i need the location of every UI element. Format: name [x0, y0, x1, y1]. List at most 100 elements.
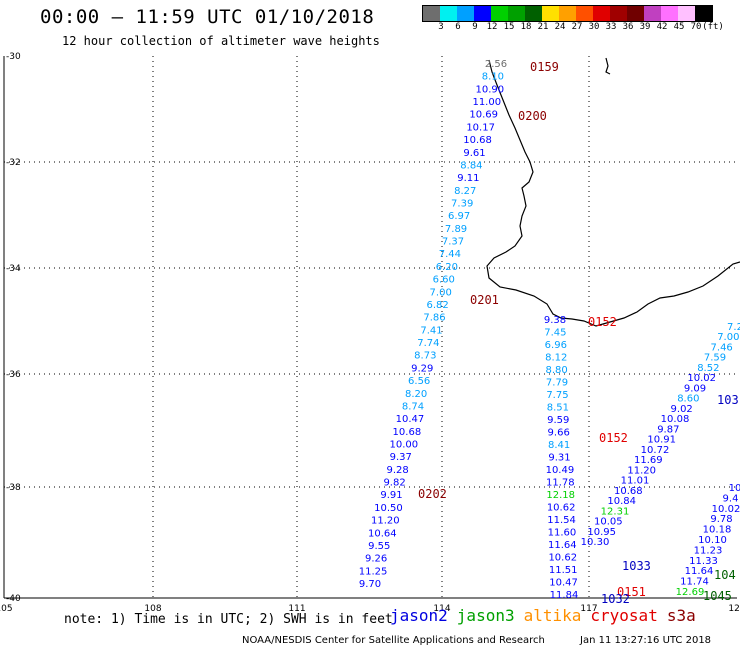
wave-height-value: 8.60 — [677, 394, 699, 405]
credit-line: NOAA/NESDIS Center for Satellite Applica… — [242, 635, 545, 646]
color-scale-tick: 27 — [571, 22, 583, 32]
pass-time-label: 104 — [714, 568, 736, 582]
color-swatch — [457, 6, 474, 21]
wave-height-value: 9.70 — [359, 579, 381, 590]
pass-time-label: 1032 — [601, 592, 630, 606]
timestamp: Jan 11 13:27:16 UTC 2018 — [580, 635, 712, 646]
wave-height-value: 6.20 — [436, 262, 458, 273]
wave-height-value: 11.23 — [694, 545, 723, 556]
color-scale-tick: 30 — [588, 22, 600, 32]
color-scale-tick: 6 — [455, 22, 461, 32]
wave-height-value: 6.82 — [426, 300, 448, 311]
wave-height-value: 10.49 — [546, 465, 575, 476]
wave-height-value: 7.37 — [442, 237, 464, 248]
color-swatch — [576, 6, 593, 21]
color-swatch — [423, 6, 440, 21]
wave-height-value: 10.50 — [374, 503, 403, 514]
wave-height-value: 8.84 — [460, 160, 482, 171]
color-scale-tick: 9 — [472, 22, 478, 32]
wave-height-value: 10.68 — [393, 427, 422, 438]
altimeter-tracks: 2.568.1010.9011.0010.6910.1710.689.618.8… — [359, 59, 740, 601]
wave-height-value: 7.59 — [704, 353, 726, 364]
wave-height-value: 9.91 — [380, 490, 402, 501]
wave-height-value: 8.41 — [548, 440, 570, 451]
wave-height-value: 9.28 — [387, 465, 409, 476]
coastline-fragment — [605, 57, 611, 75]
color-swatch — [559, 6, 576, 21]
wave-height-value: 9.59 — [547, 415, 569, 426]
wave-height-value: 9.87 — [657, 424, 679, 435]
wave-height-value: 10.64 — [368, 528, 397, 539]
wave-height-value: 7.74 — [417, 338, 439, 349]
wave-height-value: 10.62 — [548, 553, 577, 564]
color-swatch — [593, 6, 610, 21]
color-swatch — [508, 6, 525, 21]
color-scale-tick: 12 — [486, 22, 498, 32]
color-scale-bar — [422, 5, 713, 22]
wave-height-value: 7.79 — [546, 378, 568, 389]
wave-height-value: 8.52 — [697, 363, 719, 374]
wave-height-value: 7.00 — [430, 287, 452, 298]
pass-time-label: 0151 — [617, 585, 646, 599]
pass-time-label: 1033 — [622, 559, 651, 573]
wave-height-value: 8.10 — [482, 72, 504, 83]
longitude-label: 105 — [0, 604, 13, 614]
wave-height-value: 6.97 — [448, 211, 470, 222]
wave-height-value: 7.89 — [445, 224, 467, 235]
pass-time-label: 0200 — [518, 109, 547, 123]
color-swatch — [474, 6, 491, 21]
satellite-legend: jason2 jason3 altika cryosat s3a — [390, 606, 705, 625]
wave-height-value: 9.66 — [548, 428, 570, 439]
color-scale-tick: 15 — [503, 22, 515, 32]
wave-height-value: 9.26 — [365, 554, 387, 565]
wave-height-value: 11.64 — [548, 540, 577, 551]
wave-height-value: 9.78 — [710, 514, 732, 525]
color-swatch — [678, 6, 695, 21]
color-scale-tick: 3 — [438, 22, 444, 32]
longitude-label: 120 — [728, 604, 740, 614]
legend-entry: jason3 — [456, 606, 515, 625]
wave-height-value: 10.62 — [547, 503, 576, 514]
wave-height-value: 12.69 — [676, 587, 705, 598]
wave-height-value: 10.08 — [661, 414, 690, 425]
wave-height-value: 10.02 — [687, 373, 716, 384]
legend-entry: s3a — [666, 606, 696, 625]
wave-height-value: 8.74 — [402, 401, 424, 412]
latitude-label: -34 — [6, 264, 21, 274]
latitude-label: -36 — [6, 370, 21, 380]
wave-height-value: 7.44 — [439, 249, 461, 260]
wave-height-value: 9.61 — [463, 148, 485, 159]
coastline — [486, 59, 740, 327]
wave-height-value: 6.60 — [433, 275, 455, 286]
wave-height-value: 7.39 — [451, 199, 473, 210]
latitude-label: -30 — [6, 52, 21, 62]
color-swatch — [491, 6, 508, 21]
wave-height-value: 12.18 — [546, 490, 575, 501]
latitude-label: -40 — [6, 594, 21, 604]
wave-height-value: 7.2 — [727, 322, 740, 333]
wave-height-value: 10.47 — [549, 578, 578, 589]
wave-height-value: 10.00 — [389, 439, 418, 450]
color-scale-tick: (ft) — [702, 22, 724, 32]
color-scale-tick: 33 — [605, 22, 617, 32]
wave-height-value: 7.86 — [423, 313, 445, 324]
wave-height-value: 8.73 — [414, 351, 436, 362]
wave-height-value: 9.29 — [411, 363, 433, 374]
pass-time-label: 0159 — [530, 60, 559, 74]
color-swatch — [542, 6, 559, 21]
wave-height-value: 11.54 — [547, 515, 576, 526]
color-scale-labels: 3 6 9 12 15 18 21 24 27 30 33 36 39 42 45 70 (ft) — [422, 22, 740, 34]
wave-height-value: 8.12 — [545, 353, 567, 364]
wave-height-value: 10.47 — [396, 414, 425, 425]
color-scale-tick: 24 — [554, 22, 566, 32]
chart-title: 00:00 – 11:59 UTC 01/10/2018 — [40, 6, 375, 28]
color-swatch — [695, 6, 712, 21]
longitude-label: 111 — [288, 604, 305, 614]
wave-height-value: 9.55 — [368, 541, 390, 552]
latitude-label: -32 — [6, 158, 21, 168]
color-swatch — [610, 6, 627, 21]
longitude-label: 117 — [580, 604, 597, 614]
wave-height-value: 11.25 — [359, 566, 388, 577]
wave-height-value: 8.27 — [454, 186, 476, 197]
wave-height-value: 10.68 — [463, 135, 492, 146]
